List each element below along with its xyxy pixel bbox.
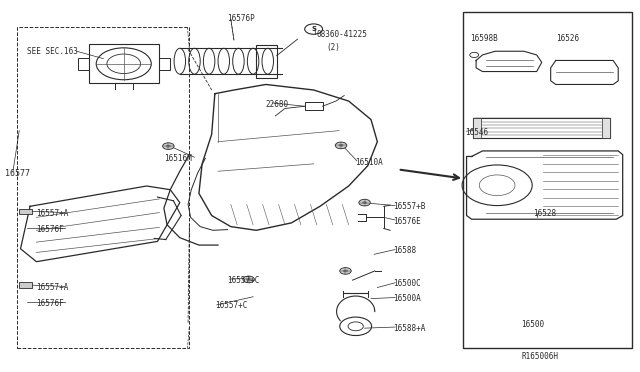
Text: 22680: 22680	[266, 100, 289, 109]
Text: 16588: 16588	[394, 246, 417, 255]
Text: 16500: 16500	[521, 320, 544, 329]
Text: 16576E: 16576E	[394, 217, 421, 225]
Text: 16557+A: 16557+A	[36, 283, 69, 292]
Text: 16546: 16546	[465, 128, 488, 137]
Text: 16516M: 16516M	[164, 154, 191, 163]
Circle shape	[359, 199, 371, 206]
Circle shape	[340, 267, 351, 274]
Bar	[305, 102, 323, 110]
Text: 16500A: 16500A	[394, 294, 421, 303]
Bar	[19, 209, 32, 214]
Text: 16500C: 16500C	[394, 279, 421, 288]
Circle shape	[339, 144, 344, 147]
Bar	[602, 118, 610, 138]
Circle shape	[343, 269, 348, 272]
Text: SEE SEC.163: SEE SEC.163	[27, 47, 77, 56]
Text: 16576F: 16576F	[36, 225, 64, 234]
Circle shape	[166, 145, 171, 148]
Circle shape	[362, 201, 367, 204]
Text: S: S	[311, 26, 316, 32]
Text: 16528: 16528	[534, 209, 557, 218]
Circle shape	[246, 278, 252, 281]
Text: 16577: 16577	[4, 169, 29, 177]
Text: 16510A: 16510A	[355, 157, 383, 167]
Bar	[473, 118, 610, 138]
Text: 16576P: 16576P	[228, 13, 255, 22]
Bar	[256, 45, 276, 78]
Bar	[473, 118, 481, 138]
Text: R165006H: R165006H	[522, 352, 559, 361]
Bar	[17, 27, 189, 349]
Bar	[463, 13, 632, 349]
Text: 16557+C: 16557+C	[215, 301, 247, 311]
Circle shape	[243, 276, 254, 283]
Text: 16598B: 16598B	[470, 34, 497, 43]
Bar	[78, 58, 88, 70]
Bar	[19, 282, 32, 288]
Bar	[159, 58, 170, 70]
Text: 16557+C: 16557+C	[228, 276, 260, 285]
Text: 16588+A: 16588+A	[394, 324, 426, 333]
Text: 16576F: 16576F	[36, 299, 64, 308]
Bar	[88, 44, 159, 83]
Text: 16557+B: 16557+B	[394, 202, 426, 211]
Text: 08360-41225: 08360-41225	[317, 30, 368, 39]
Text: (2): (2)	[326, 43, 340, 52]
Text: 16526: 16526	[556, 34, 579, 43]
Circle shape	[163, 143, 174, 150]
Text: 16557+A: 16557+A	[36, 209, 69, 218]
Circle shape	[335, 142, 347, 149]
